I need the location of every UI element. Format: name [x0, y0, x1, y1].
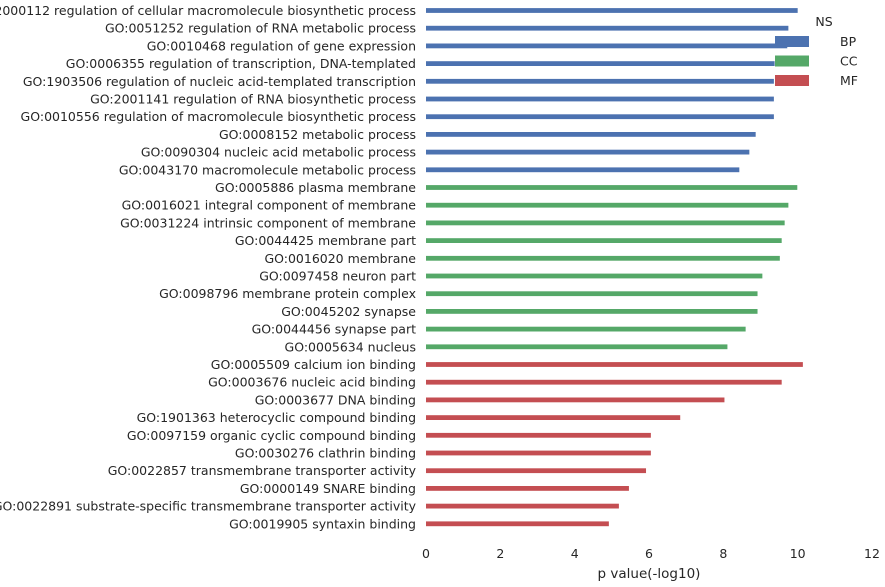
bar [426, 25, 789, 31]
x-tick-label: 8 [719, 546, 727, 561]
x-axis-title: p value(-log10) [598, 566, 701, 582]
category-label: GO:0043170 macromolecule metabolic proce… [119, 162, 416, 177]
bar [426, 503, 619, 509]
bar [426, 132, 756, 137]
x-axis-ticks: 0 2 4 6 8 10 12 [422, 546, 880, 561]
legend: NS BP CC MF [775, 14, 858, 88]
bar [426, 78, 774, 84]
bar [426, 61, 775, 66]
category-label: GO:0003676 nucleic acid binding [208, 375, 416, 390]
bar [426, 450, 651, 456]
bar [426, 238, 782, 243]
category-label: GO:0097159 organic cyclic compound bindi… [127, 428, 416, 443]
category-label: GO:0010468 regulation of gene expression [147, 38, 416, 53]
bar [426, 167, 740, 173]
category-label: GO:0016020 membrane [264, 251, 416, 266]
bar [426, 185, 798, 190]
bar [426, 362, 803, 367]
bar [426, 309, 758, 314]
bar [426, 344, 728, 350]
bar [426, 468, 647, 474]
category-label: GO:0022891 substrate-specific transmembr… [0, 499, 417, 514]
bar [426, 114, 774, 120]
legend-items: BP CC MF [775, 34, 858, 88]
x-tick-label: 10 [790, 546, 806, 561]
legend-label: MF [840, 73, 858, 88]
category-label: GO:0051252 regulation of RNA metabolic p… [105, 21, 416, 36]
bar [426, 432, 651, 438]
legend-label: CC [840, 54, 858, 69]
category-label: GO:0031224 intrinsic component of membra… [120, 215, 416, 230]
category-label: GO:0006355 regulation of transcription, … [66, 56, 416, 71]
category-label: GO:0008152 metabolic process [219, 127, 416, 142]
bar [426, 255, 780, 261]
category-label: GO:1901363 heterocyclic compound binding [137, 410, 416, 425]
bar [426, 521, 609, 527]
bars-layer [426, 8, 803, 527]
category-label: GO:0022857 transmembrane transporter act… [108, 463, 417, 478]
category-label: GO:0044456 synapse part [252, 322, 416, 337]
bar [426, 220, 785, 226]
x-tick-label: 2 [496, 546, 504, 561]
legend-swatch [775, 36, 809, 47]
category-label: GO:2000112 regulation of cellular macrom… [0, 3, 416, 18]
legend-label: BP [840, 34, 857, 49]
bar [426, 326, 746, 332]
category-label: GO:1903506 regulation of nucleic acid-te… [23, 74, 416, 89]
bar [426, 397, 725, 403]
bar [426, 96, 774, 102]
category-label: GO:0005509 calcium ion binding [211, 357, 416, 372]
category-label: GO:0090304 nucleic acid metabolic proces… [141, 145, 416, 160]
x-tick-label: 12 [864, 546, 880, 561]
category-label: GO:0000149 SNARE binding [240, 481, 416, 496]
category-labels: GO:2000112 regulation of cellular macrom… [0, 3, 417, 531]
category-label: GO:2001141 regulation of RNA biosyntheti… [90, 92, 416, 107]
bar [426, 415, 681, 420]
category-label: GO:0030276 clathrin binding [235, 446, 416, 461]
category-label: GO:0019905 syntaxin binding [229, 516, 416, 531]
bar [426, 149, 750, 155]
bar [426, 291, 758, 297]
x-tick-label: 4 [571, 546, 579, 561]
bar [426, 8, 798, 13]
bar [426, 486, 629, 491]
legend-swatch [775, 75, 809, 86]
category-label: GO:0097458 neuron part [259, 269, 416, 284]
category-label: GO:0016021 integral component of membran… [122, 198, 417, 213]
bar [426, 43, 788, 49]
legend-title: NS [815, 14, 832, 29]
category-label: GO:0005886 plasma membrane [215, 180, 416, 195]
x-tick-label: 0 [422, 546, 430, 561]
bar [426, 379, 782, 385]
category-label: GO:0045202 synapse [281, 304, 416, 319]
bar [426, 273, 763, 279]
bar [426, 202, 789, 208]
category-label: GO:0098796 membrane protein complex [159, 286, 416, 301]
x-tick-label: 6 [645, 546, 653, 561]
category-label: GO:0003677 DNA binding [255, 392, 416, 407]
legend-swatch [775, 55, 809, 67]
category-label: GO:0010556 regulation of macromolecule b… [21, 109, 416, 124]
category-label: GO:0005634 nucleus [285, 339, 416, 354]
category-label: GO:0044425 membrane part [235, 233, 416, 248]
